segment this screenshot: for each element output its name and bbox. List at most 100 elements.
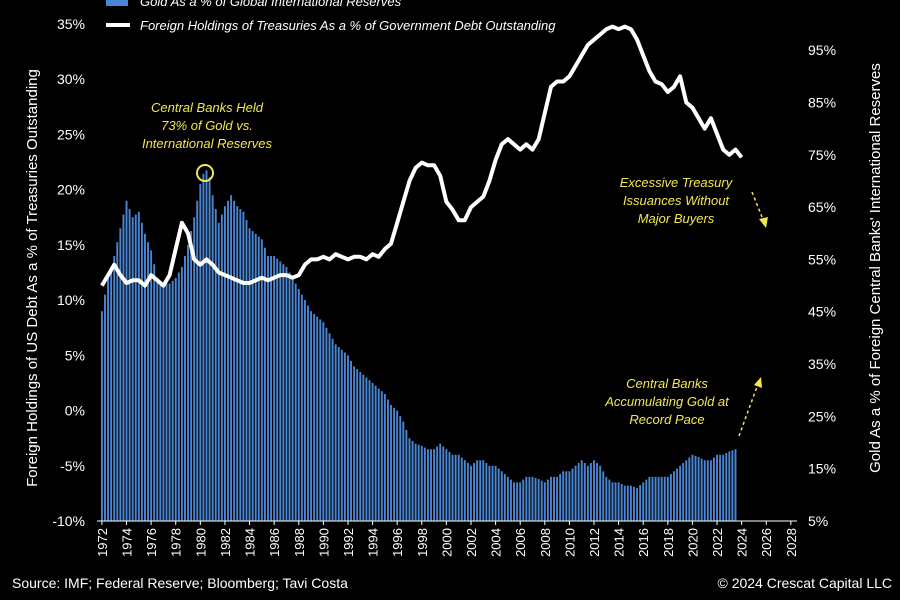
gold-bar	[679, 465, 682, 521]
gold-bar	[700, 458, 703, 521]
gold-bar	[553, 476, 555, 521]
right-tick-label: 35%	[808, 356, 836, 372]
gold-bar	[448, 451, 451, 521]
gold-bar	[497, 468, 500, 521]
gold-bar	[150, 250, 153, 521]
gold-bar	[350, 360, 352, 521]
gold-bar	[586, 465, 589, 521]
gold-bar	[180, 266, 183, 521]
gold-bar	[525, 476, 528, 521]
gold-bar	[651, 476, 654, 521]
gold-bar	[402, 421, 405, 521]
x-tick-label: 1996	[390, 528, 405, 557]
gold-bar	[254, 233, 257, 521]
gold-bar	[503, 474, 506, 521]
gold-bar	[571, 468, 574, 521]
legend-line-label: Foreign Holdings of Treasuries As a % of…	[140, 18, 556, 33]
gold-bar	[171, 280, 174, 521]
left-tick-label: 0%	[65, 403, 85, 419]
treasury-arrow	[751, 191, 765, 223]
gold-bar	[608, 479, 611, 521]
gold-bar	[556, 476, 559, 521]
gold-bar	[107, 278, 110, 521]
legend-bar-label: Gold As a % of Global International Rese…	[140, 0, 402, 9]
gold-bar	[386, 399, 389, 521]
gold-bar	[159, 280, 162, 521]
gold-bar	[568, 471, 571, 521]
x-tick-label: 2016	[636, 528, 651, 557]
gold-bar	[233, 200, 236, 521]
gold-bar	[546, 479, 549, 521]
gold-bar	[420, 445, 423, 521]
gold-bar	[633, 486, 635, 521]
gold-bar	[217, 222, 220, 522]
gold-bar	[125, 200, 128, 521]
gold-bar	[706, 460, 709, 521]
gold-bar	[605, 476, 608, 521]
gold-bar	[165, 283, 168, 521]
x-tick-label: 2012	[587, 528, 602, 557]
gold-bar	[134, 214, 137, 521]
gold-bar	[294, 283, 297, 521]
x-tick-label: 2002	[464, 528, 479, 557]
gold-bar	[694, 455, 697, 521]
gold-bar	[334, 344, 337, 521]
gold-bar	[463, 460, 466, 521]
gold-bar	[187, 244, 189, 521]
gold-bar	[300, 294, 303, 521]
gold-bar	[513, 482, 516, 521]
gold-bar	[374, 385, 377, 521]
gold-bar	[377, 388, 380, 521]
x-tick-label: 1972	[95, 528, 110, 557]
annotation-gold-buying-line-3: Record Pace	[629, 412, 704, 427]
gold-bar	[347, 355, 349, 521]
gold-bar	[353, 366, 356, 521]
gold-bar	[645, 479, 648, 521]
gold-bar	[162, 283, 165, 521]
annotation-peak-1980: Central Banks Held 73% of Gold vs. Inter…	[142, 100, 273, 151]
gold-bar	[184, 255, 186, 521]
left-tick-label: 35%	[57, 16, 85, 32]
gold-bar	[673, 471, 675, 521]
gold-bar	[362, 374, 365, 521]
gold-bar	[405, 429, 408, 521]
copyright: © 2024 Crescat Capital LLC	[717, 575, 892, 591]
gold-bar	[473, 463, 476, 521]
gold-bar	[310, 311, 313, 521]
x-tick-label: 1990	[316, 528, 331, 557]
gold-bar	[580, 460, 583, 521]
gold-bar	[466, 463, 469, 521]
gold-bar	[439, 443, 442, 521]
annotation-treasury-line-1: Excessive Treasury	[620, 175, 734, 190]
gold-bar	[331, 338, 334, 521]
right-tick-label: 85%	[808, 94, 836, 110]
x-tick-label: 2026	[759, 528, 774, 557]
gold-bar	[365, 377, 368, 521]
gold-bar	[396, 410, 399, 521]
gold-bar	[113, 255, 116, 521]
gold-bar	[476, 460, 479, 521]
gold-bar	[325, 327, 328, 521]
x-tick-label: 2014	[612, 528, 627, 557]
gold-bar	[227, 200, 229, 521]
right-tick-label: 15%	[808, 461, 836, 477]
gold-bar	[393, 407, 396, 521]
x-tick-label: 1974	[120, 528, 135, 557]
x-tick-label: 2000	[439, 528, 454, 557]
gold-bar	[697, 456, 700, 521]
gold-bar	[383, 393, 386, 521]
gold-bar	[691, 454, 694, 521]
gold-bar	[642, 482, 645, 521]
gold-bar	[725, 453, 728, 521]
x-tick-label: 2028	[784, 528, 799, 557]
left-tick-label: 15%	[57, 237, 85, 253]
x-tick-label: 2022	[710, 528, 725, 557]
gold-bar	[620, 484, 623, 521]
x-tick-label: 2018	[661, 528, 676, 557]
gold-bar	[559, 474, 562, 521]
gold-bar	[190, 231, 193, 522]
gold-bar	[220, 214, 223, 521]
gold-bar	[506, 476, 509, 521]
treasury-arrow-head	[759, 217, 768, 228]
